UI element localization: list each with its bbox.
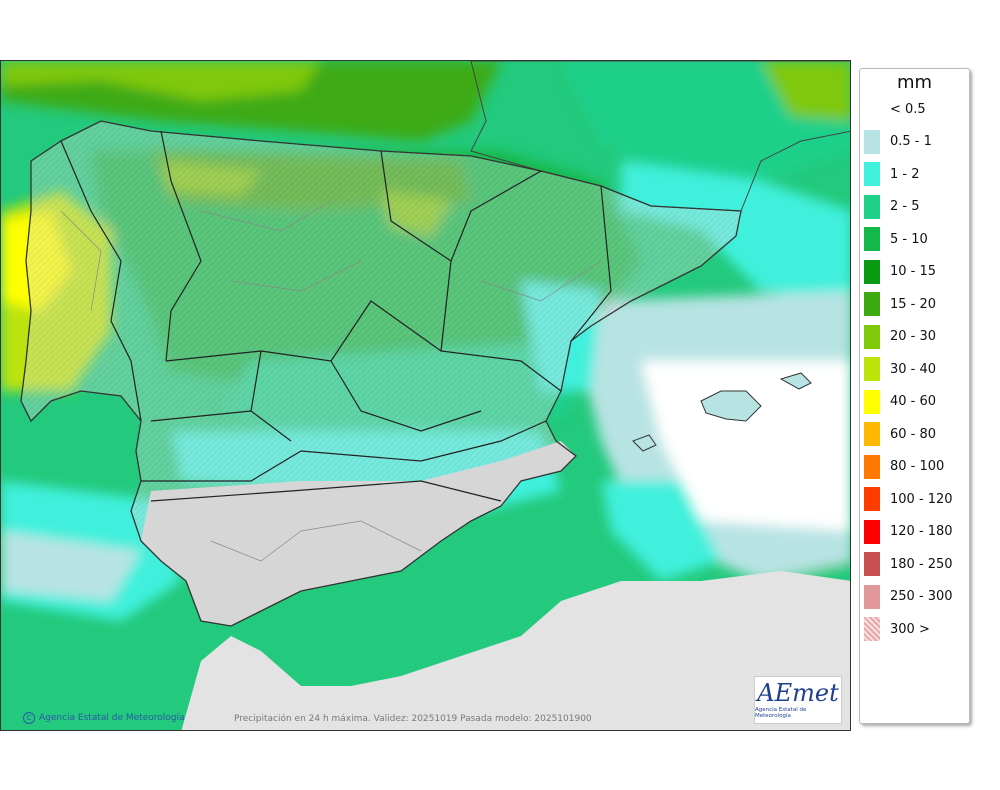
legend-item: 80 - 100 [864, 454, 945, 479]
mallorca [700, 390, 762, 422]
legend-label: 15 - 20 [890, 296, 937, 312]
legend-swatch [864, 357, 880, 381]
legend-label: 250 - 300 [890, 589, 953, 604]
dry-south-region [141, 441, 576, 626]
precipitation-legend: mm < 0.5 0.5 - 1 1 - 2 2 - 5 5 - 10 10 - 15 15… [859, 68, 970, 724]
legend-label: 80 - 100 [890, 459, 945, 474]
legend-item: < 0.5 [864, 97, 926, 121]
legend-label: 120 - 180 [890, 524, 953, 539]
legend-swatch [864, 584, 880, 609]
legend-swatch [864, 194, 880, 219]
legend-label: 1 - 2 [890, 166, 920, 182]
legend-item: 120 - 180 [864, 519, 953, 544]
legend-label: 300 > [890, 621, 930, 637]
legend-swatch [864, 227, 880, 251]
legend-label: 100 - 120 [890, 491, 953, 507]
legend-label: 30 - 40 [890, 361, 937, 377]
legend-label: 10 - 15 [890, 264, 937, 279]
credit-text: Agencia Estatal de Meteorología [39, 713, 185, 723]
coastline [20, 120, 742, 627]
legend-item: 100 - 120 [864, 487, 953, 511]
legend-item: 250 - 300 [864, 584, 953, 609]
legend-item: 1 - 2 [864, 162, 920, 186]
legend-unit: mm [896, 72, 933, 93]
precipitation-map[interactable]: C Agencia Estatal de Meteorología Precip… [0, 60, 851, 731]
legend-item: 30 - 40 [864, 357, 936, 381]
legend-swatch [864, 324, 880, 349]
legend-label: 180 - 250 [890, 556, 953, 572]
north-africa [181, 571, 850, 730]
legend-swatch [864, 454, 880, 479]
legend-label: 60 - 80 [890, 426, 937, 442]
province-borders [60, 200, 602, 562]
legend-swatch [864, 162, 880, 186]
legend-swatch [864, 422, 880, 446]
legend-label: 40 - 60 [890, 394, 937, 409]
region-borders [141, 130, 612, 502]
legend-swatch [864, 259, 880, 284]
legend-item: 2 - 5 [864, 194, 920, 219]
aemet-logo: AEmet Agencia Estatal de Meteorología [754, 676, 842, 724]
legend-label: 2 - 5 [890, 199, 920, 214]
legend-label: 5 - 10 [890, 231, 928, 247]
logo-mark: AEmet [757, 679, 839, 707]
legend-swatch [864, 389, 880, 414]
legend-swatch [864, 519, 880, 544]
logo-subtitle: Agencia Estatal de Meteorología [755, 707, 807, 719]
legend-item: 5 - 10 [864, 227, 928, 251]
map-credit: C Agencia Estatal de Meteorología [23, 712, 185, 724]
legend-label: < 0.5 [890, 101, 926, 117]
legend-swatch [864, 97, 880, 121]
legend-item: 10 - 15 [864, 259, 937, 284]
copyright-icon: C [23, 712, 35, 724]
menorca [779, 372, 812, 390]
legend-label: 20 - 30 [890, 329, 937, 344]
legend-swatch [864, 552, 880, 576]
legend-item: 15 - 20 [864, 292, 936, 316]
legend-item: 300 > [864, 617, 930, 641]
map-canvas [1, 61, 850, 730]
legend-item: 180 - 250 [864, 552, 953, 576]
legend-item: 0.5 - 1 [864, 129, 932, 154]
legend-swatch [864, 487, 880, 511]
legend-label: 0.5 - 1 [890, 134, 932, 149]
portugal-border [60, 140, 142, 422]
legend-swatch [864, 292, 880, 316]
legend-swatch [864, 617, 880, 641]
ibiza [632, 434, 657, 452]
legend-item: 60 - 80 [864, 422, 936, 446]
legend-item: 20 - 30 [864, 324, 937, 349]
legend-item: 40 - 60 [864, 389, 937, 414]
map-caption: Precipitación en 24 h máxima. Validez: 2… [234, 714, 592, 724]
legend-swatch [864, 129, 880, 154]
